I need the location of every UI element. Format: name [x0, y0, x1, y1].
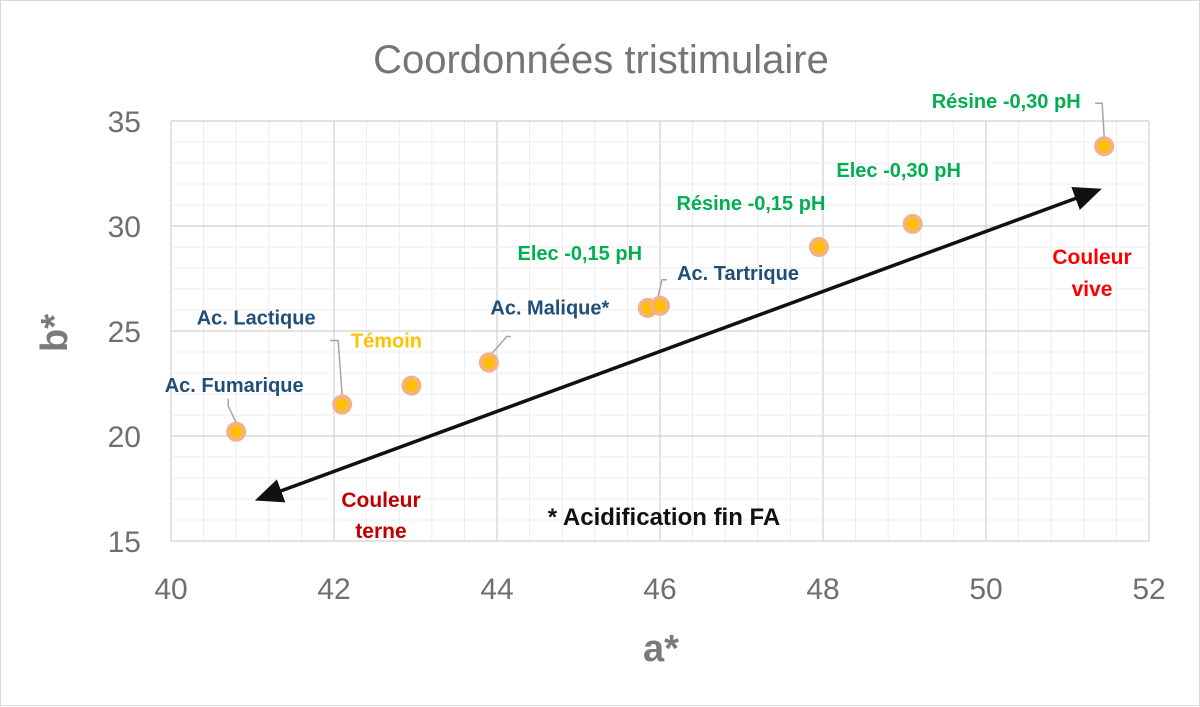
data-point	[226, 421, 247, 442]
x-tick-label: 42	[317, 573, 350, 606]
x-axis-label: a*	[643, 628, 679, 670]
leader-lines	[227, 102, 1105, 424]
data-point	[401, 375, 422, 396]
leader-line	[657, 279, 667, 297]
point-label: Résine -0,30 pH	[932, 91, 1081, 113]
point-labels: Ac. Fumarique Ac. Lactique Témoin Ac. Maliq…	[165, 91, 1081, 397]
x-tick-label: 40	[154, 573, 187, 606]
x-tick-label: 48	[806, 573, 839, 606]
leader-line	[330, 339, 343, 396]
data-point	[902, 213, 923, 234]
vivid-color-label-line1: Couleur	[1052, 246, 1131, 269]
trend-arrow	[254, 186, 1102, 503]
y-tick-label: 15	[108, 526, 141, 559]
data-points	[226, 136, 1115, 442]
dull-color-label-line1: Couleur	[341, 489, 420, 512]
data-point	[1094, 136, 1115, 157]
y-tick-label: 30	[108, 211, 141, 244]
leader-line	[491, 335, 511, 354]
data-point	[332, 394, 353, 415]
chart-title: Coordonnées tristimulaire	[373, 38, 829, 82]
tick-labels: 40 42 44 46 48 50 52 15 20 25 30 35	[108, 106, 1166, 606]
vivid-color-label-line2: vive	[1072, 278, 1113, 301]
leader-line	[1095, 102, 1105, 138]
point-label: Ac. Lactique	[197, 308, 316, 330]
point-label: Témoin	[351, 331, 422, 353]
data-point	[650, 295, 670, 316]
data-point	[808, 237, 829, 257]
point-label: Ac. Fumarique	[165, 375, 304, 397]
acidification-note: * Acidification fin FA	[548, 504, 780, 531]
leader-line	[227, 398, 237, 424]
y-tick-label: 20	[108, 421, 141, 454]
dull-color-label-line2: terne	[355, 520, 406, 543]
y-axis-label: b*	[34, 314, 76, 352]
data-point	[478, 352, 499, 373]
x-tick-label: 46	[643, 573, 676, 606]
x-tick-label: 44	[480, 573, 513, 606]
x-tick-label: 52	[1132, 573, 1165, 606]
y-tick-label: 25	[108, 316, 141, 349]
point-label: Résine -0,15 pH	[676, 193, 825, 215]
point-label: Ac. Tartrique	[677, 263, 799, 285]
x-tick-label: 50	[969, 573, 1002, 606]
trend-arrow-line	[254, 186, 1102, 503]
y-tick-label: 35	[108, 106, 141, 139]
point-label: Elec -0,30 pH	[836, 160, 961, 182]
point-label: Ac. Malique*	[490, 298, 609, 320]
point-label: Elec -0,15 pH	[518, 243, 643, 265]
